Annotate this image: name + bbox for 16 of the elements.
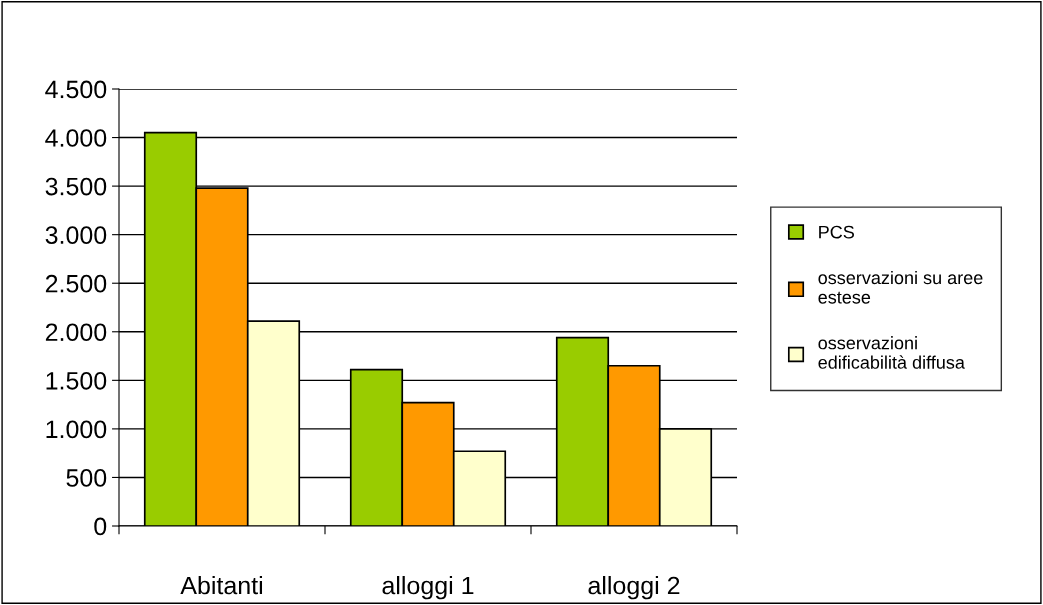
legend-label: osservazioni su aree estese (818, 270, 983, 304)
legend-label: osservazioni edificabilità diffusa (818, 336, 965, 369)
y-tick-label: 4.000 (45, 129, 107, 147)
y-tick-label: 1.000 (46, 420, 107, 439)
y-tick-label: 500 (66, 469, 107, 487)
x-tick-label: alloggi 2 (588, 576, 680, 600)
x-tick-label: alloggi 1 (382, 576, 474, 600)
y-tick-label: 1.500 (46, 371, 107, 390)
y-tick-label: 3.500 (45, 177, 107, 196)
y-tick-label: 2.500 (45, 274, 107, 293)
y-tick-label: 3.000 (45, 226, 107, 244)
x-tick-label: Abitanti (180, 576, 263, 595)
y-tick-label: 4.500 (45, 80, 107, 99)
legend-label: PCS (819, 225, 854, 239)
y-tick-label: 2.000 (45, 323, 107, 342)
y-tick-label: 0 (94, 517, 107, 536)
